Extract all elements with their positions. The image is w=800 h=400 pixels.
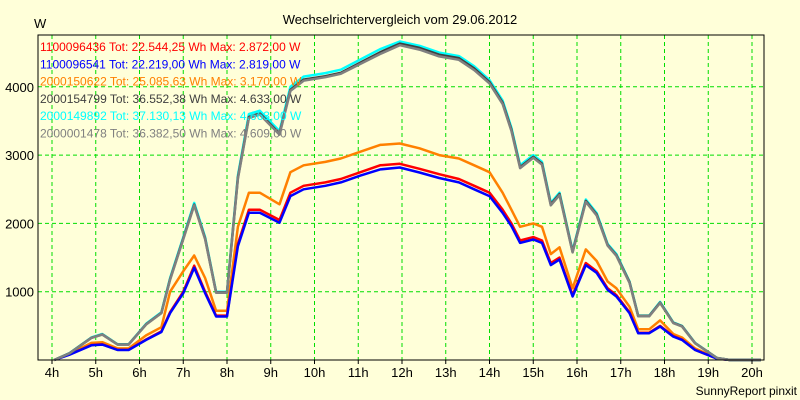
legend-entry-2000001478: 2000001478 Tot: 36.382,50 Wh Max: 4.609,… [40,127,302,141]
x-tick-label: 20h [741,365,763,380]
grid [38,35,764,360]
legend-entry-2000149892: 2000149892 Tot: 37.130,13 Wh Max: 4.663,… [40,109,302,123]
x-tick-label: 7h [176,365,190,380]
x-tick-label: 10h [304,365,326,380]
legend: 1100096436 Tot: 22.544,25 Wh Max: 2.872,… [40,40,302,141]
x-tick-label: 16h [566,365,588,380]
chart-footer: SunnyReport pinxit [696,384,798,398]
y-tick-label: 2000 [5,216,34,231]
x-tick-label: 18h [654,365,676,380]
plot-frame [37,34,765,361]
x-tick-label: 15h [522,365,544,380]
y-tick-label: 4000 [5,80,34,95]
axis-ticks: 4h 5h 6h 7h 8h 9h 10h 11h 12h 13h 14h 15h 16h 17h 18h 1… [5,80,763,380]
x-tick-label: 17h [610,365,632,380]
y-tick-label: 1000 [5,285,34,300]
legend-entry-1100096541: 1100096541 Tot: 22.219,00 Wh Max: 2.819,… [40,57,301,71]
series-line-2000149892 [53,40,761,362]
y-axis-label: W [34,16,47,31]
x-tick-label: 8h [220,365,234,380]
legend-entry-2000150622: 2000150622 Tot: 25.085,63 Wh Max: 3.170,… [40,75,302,89]
series-line-2000001478 [53,43,761,362]
x-tick-label: 4h [45,365,59,380]
series-line-2000150622 [53,142,761,362]
legend-entry-2000154799: 2000154799 Tot: 36.552,38 Wh Max: 4.633,… [40,92,302,106]
x-tick-label: 13h [435,365,457,380]
x-tick-label: 12h [391,365,413,380]
chart-title: Wechselrichtervergleich vom 29.06.2012 [283,12,518,27]
x-tick-label: 11h [348,365,369,380]
series-lines [53,40,761,362]
y-tick-label: 3000 [5,148,34,163]
x-tick-label: 5h [89,365,103,380]
series-line-1100096541 [53,166,761,362]
legend-entry-1100096436: 1100096436 Tot: 22.544,25 Wh Max: 2.872,… [40,40,301,54]
x-tick-label: 6h [132,365,146,380]
x-tick-label: 19h [697,365,719,380]
x-tick-label: 9h [264,365,278,380]
x-tick-label: 14h [479,365,501,380]
